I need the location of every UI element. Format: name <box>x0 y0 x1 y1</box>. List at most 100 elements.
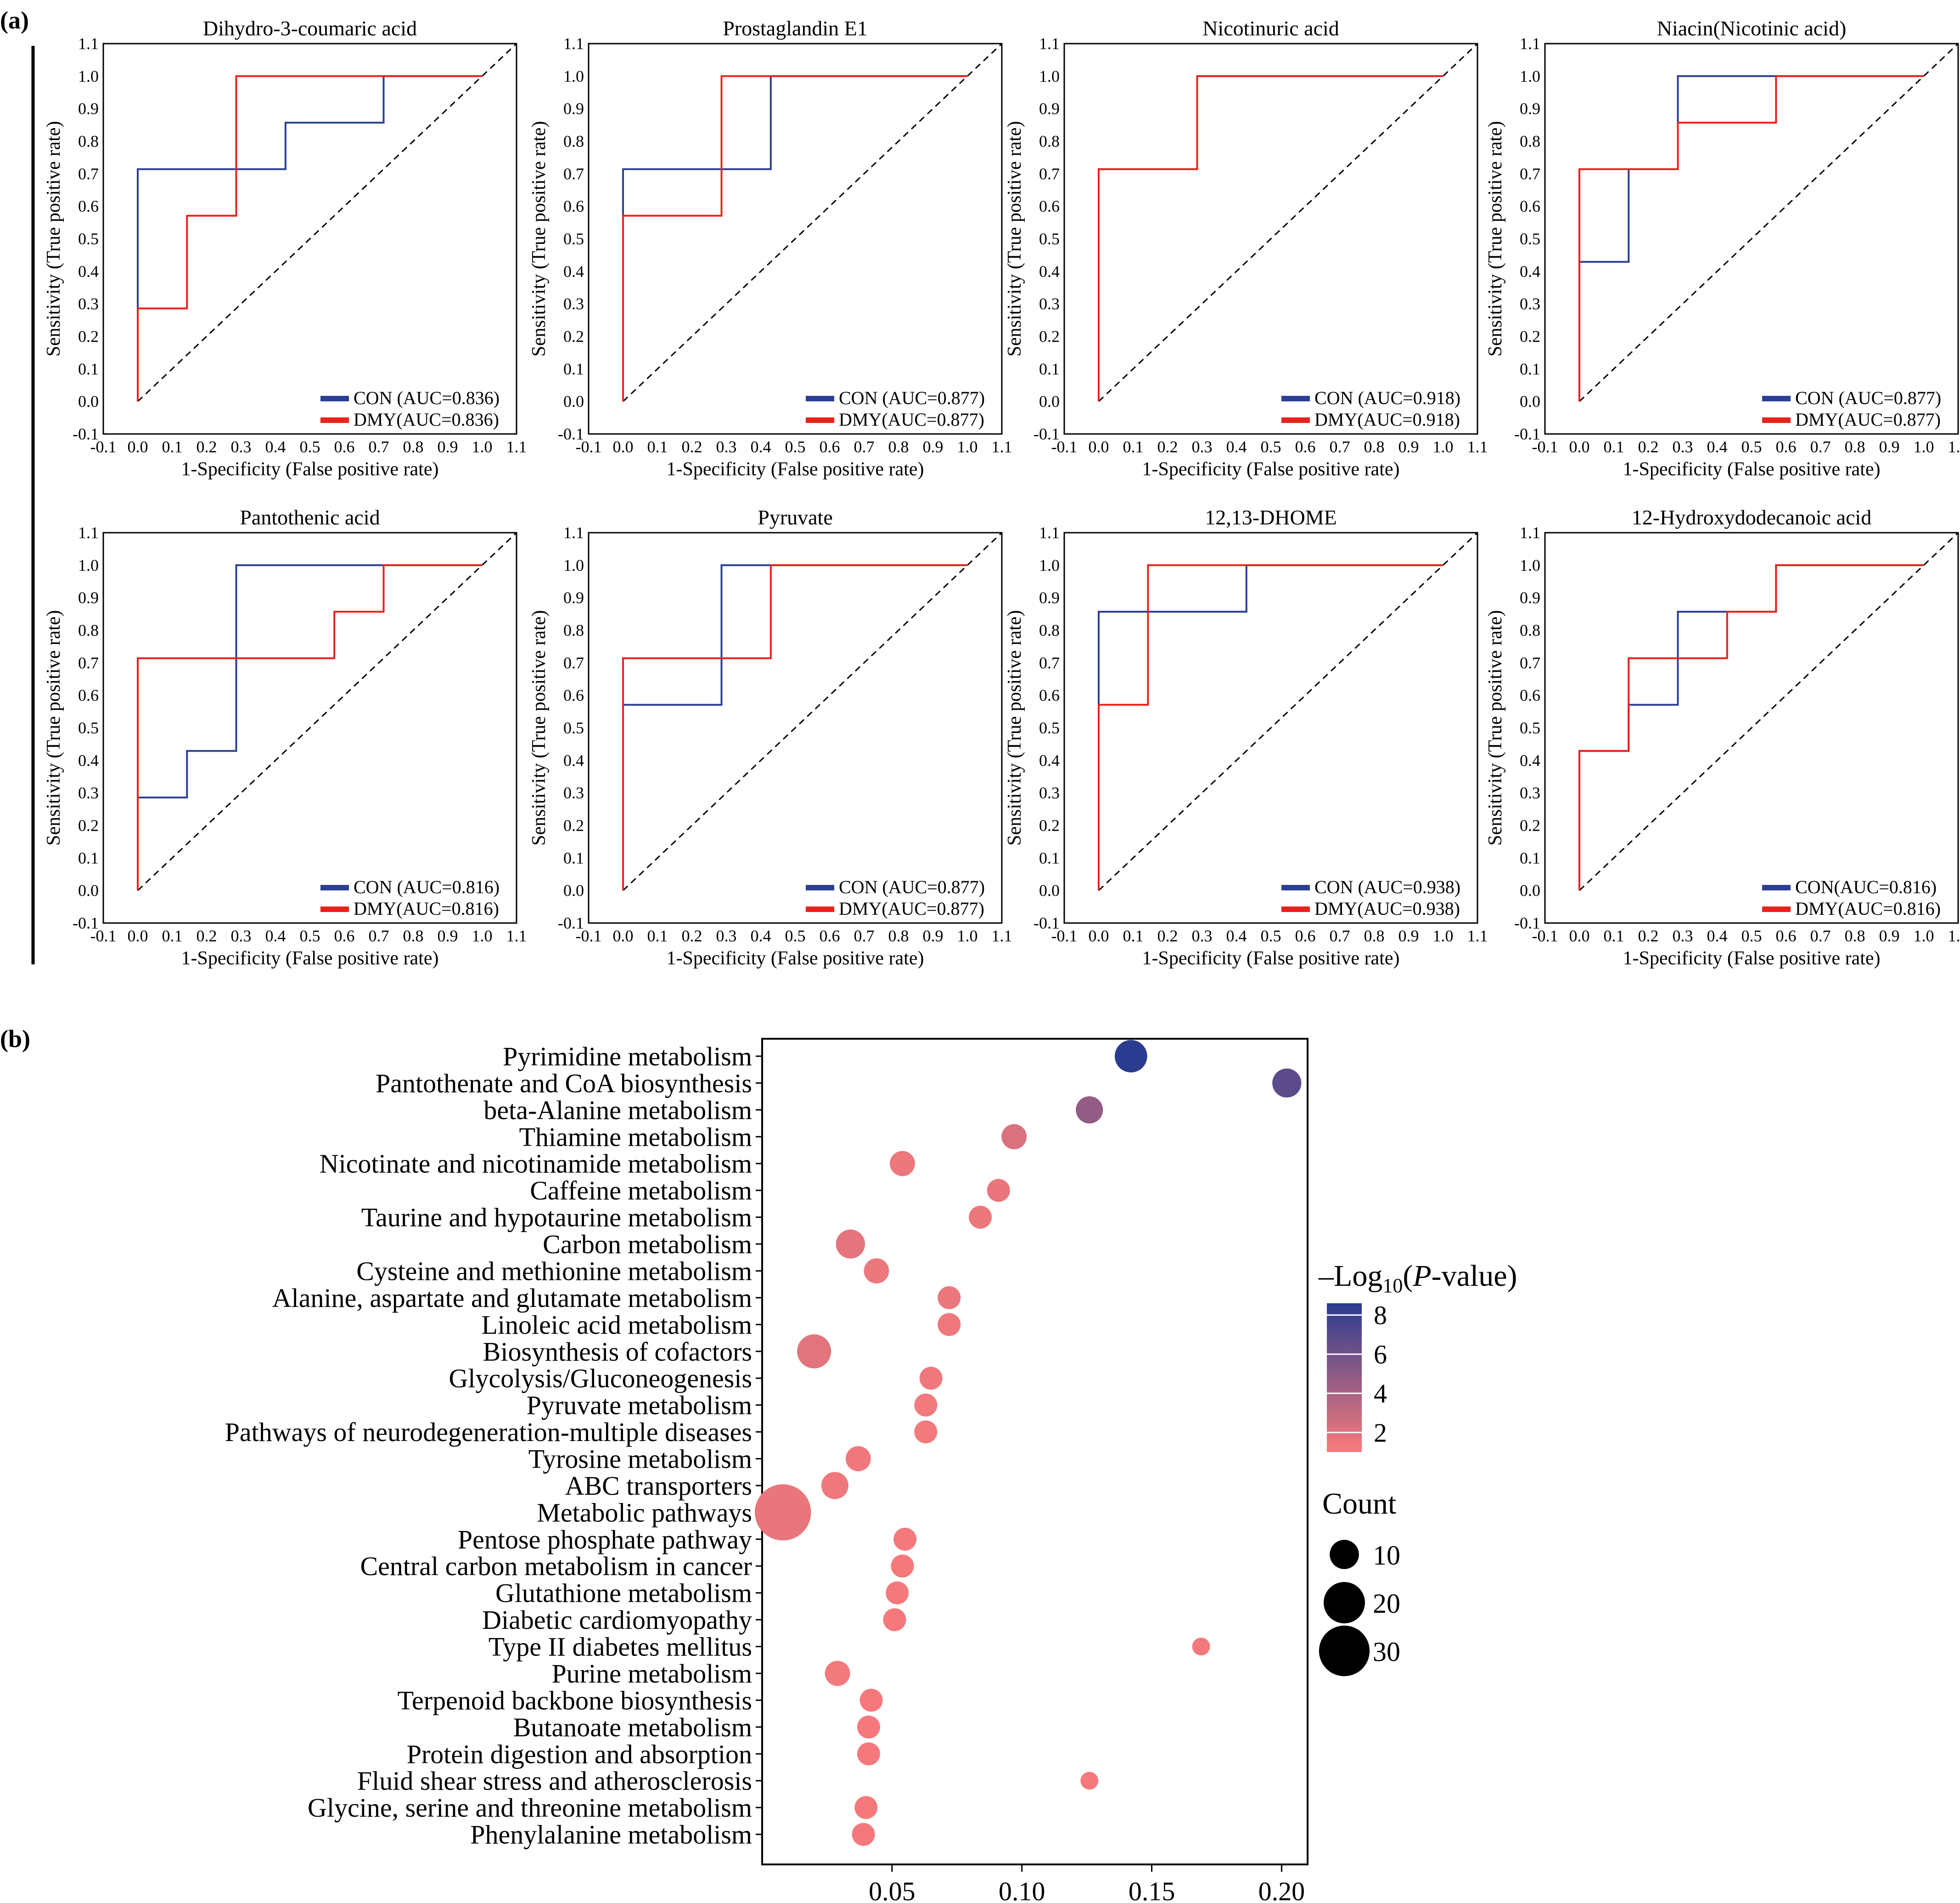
color-legend-tick-label: 8 <box>1374 1301 1387 1330</box>
pathway-dot <box>1272 1068 1302 1098</box>
roc-title: 12-Hydroxydodecanoic acid <box>1632 506 1871 529</box>
roc-diagonal <box>137 532 517 891</box>
roc-y-tick-label: 0.7 <box>563 653 584 672</box>
roc-y-tick-label: 0.3 <box>563 784 584 802</box>
roc-y-tick-label: 0.2 <box>1520 816 1540 835</box>
roc-x-tick-label: 0.1 <box>1123 438 1144 456</box>
roc-x-tick-label: -0.1 <box>1051 927 1078 945</box>
roc-dmy-curve <box>622 75 967 402</box>
roc-x-tick-label: -0.1 <box>576 438 602 456</box>
roc-dmy-curve <box>137 564 482 891</box>
roc-y-tick-label: 0.5 <box>78 719 99 737</box>
roc-x-tick-label: 0.1 <box>647 927 668 945</box>
roc-panel: Prostaglandin E1 -0.1-0.1 0.0 0.0 0.1 0.1 0.2 0… <box>528 17 1012 480</box>
roc-con-legend-label: CON (AUC=0.836) <box>354 388 500 408</box>
roc-y-tick-label: 0.1 <box>1039 849 1060 867</box>
roc-frame <box>1063 43 1478 435</box>
roc-y-tick-label: 0.0 <box>563 392 584 411</box>
roc-x-tick-label: 0.1 <box>162 927 183 945</box>
roc-y-axis-label: Sensitivity (True positive rate) <box>43 121 64 357</box>
pathway-label: Pathways of neurodegeneration-multiple d… <box>225 1417 752 1447</box>
pathway-dot <box>797 1334 831 1368</box>
roc-y-tick-label: 0.6 <box>1039 197 1060 215</box>
size-legend-label: 30 <box>1373 1637 1400 1667</box>
roc-y-tick-label: -0.1 <box>1514 914 1540 932</box>
roc-y-tick-label: 0.3 <box>1039 295 1060 313</box>
roc-x-tick-label: 0.6 <box>334 927 355 945</box>
roc-x-tick-label: 0.9 <box>438 927 458 945</box>
pathway-label: ABC transporters <box>565 1471 752 1501</box>
roc-con-legend-label: CON (AUC=0.877) <box>1795 388 1941 408</box>
roc-y-tick-label: 0.8 <box>1520 621 1540 640</box>
roc-title: Pantothenic acid <box>240 506 380 529</box>
roc-y-tick-label: 1.1 <box>1039 524 1060 542</box>
roc-y-axis-label: Sensitivity (True positive rate) <box>1004 121 1025 357</box>
roc-y-tick-label: 0.0 <box>1520 881 1540 900</box>
roc-y-tick-label: 0.9 <box>1039 589 1060 607</box>
roc-x-tick-label: 1.0 <box>472 438 493 456</box>
pathway-label: Central carbon metabolism in cancer <box>360 1551 752 1581</box>
pathway-label: Butanoate metabolism <box>513 1712 752 1742</box>
roc-title: Prostaglandin E1 <box>723 17 868 40</box>
pathway-label: Protein digestion and absorption <box>407 1739 752 1769</box>
pathway-label: Biosynthesis of cofactors <box>483 1337 752 1367</box>
roc-x-tick-label: 1.0 <box>1433 438 1454 456</box>
roc-dmy-curve <box>1098 564 1443 891</box>
roc-y-tick-label: 1.1 <box>78 34 99 53</box>
pathway-label: Linoleic acid metabolism <box>482 1310 753 1340</box>
pathway-dot <box>893 1527 917 1551</box>
roc-title: Pyruvate <box>758 506 833 529</box>
pathway-label: Fluid shear stress and atherosclerosis <box>357 1766 752 1796</box>
roc-frame <box>1544 532 1959 924</box>
pathway-dot <box>852 1823 875 1846</box>
roc-frame <box>102 43 517 435</box>
roc-x-tick-label: 0.3 <box>1192 438 1213 456</box>
roc-y-tick-label: 0.0 <box>1520 392 1540 411</box>
roc-frame <box>1063 532 1478 924</box>
roc-x-tick-label: 0.5 <box>1741 927 1762 945</box>
roc-diagonal <box>1098 43 1478 402</box>
pathway-label: Purine metabolism <box>551 1659 752 1689</box>
color-legend-tick-label: 6 <box>1374 1340 1387 1369</box>
roc-y-tick-label: 0.1 <box>1520 360 1540 378</box>
roc-y-tick-label: 0.7 <box>1039 653 1060 672</box>
roc-x-tick-label: 0.7 <box>854 927 875 945</box>
size-legend-label: 10 <box>1373 1540 1400 1571</box>
roc-title: 12,13-DHOME <box>1205 506 1337 529</box>
roc-x-tick-label: 0.0 <box>128 927 148 945</box>
roc-y-tick-label: 0.4 <box>1039 262 1060 281</box>
roc-x-tick-label: 0.3 <box>231 438 252 456</box>
roc-x-tick-label: 0.3 <box>716 438 737 456</box>
roc-y-tick-label: 0.3 <box>78 295 99 313</box>
roc-y-axis-label: Sensitivity (True positive rate) <box>1485 121 1506 357</box>
roc-y-tick-label: 0.5 <box>1520 719 1540 737</box>
roc-frame <box>588 43 1003 435</box>
roc-y-tick-label: 0.0 <box>563 881 584 900</box>
roc-dmy-curve <box>137 75 482 402</box>
roc-y-tick-label: 0.8 <box>1039 132 1060 151</box>
pathway-dot <box>825 1661 850 1686</box>
pathway-dot <box>914 1420 938 1444</box>
roc-y-tick-label: 1.0 <box>1520 556 1540 574</box>
roc-y-tick-label: 0.6 <box>1520 686 1540 704</box>
color-legend-title: –Log10(P-value) <box>1318 1259 1517 1297</box>
pathway-dot <box>891 1554 914 1578</box>
roc-x-tick-label: 0.7 <box>1810 927 1831 945</box>
pathway-dot <box>836 1229 865 1259</box>
roc-y-tick-label: 0.5 <box>563 719 584 737</box>
roc-y-tick-label: -0.1 <box>73 914 99 932</box>
roc-y-tick-label: 0.4 <box>563 262 584 281</box>
roc-x-tick-label: 0.1 <box>1604 438 1624 456</box>
pathway-label: Type II diabetes mellitus <box>489 1632 752 1662</box>
roc-x-tick-label: 0.8 <box>403 927 424 945</box>
roc-x-tick-label: 0.9 <box>1879 927 1900 945</box>
size-legend-dot <box>1324 1582 1365 1623</box>
roc-x-tick-label: 0.5 <box>785 927 806 945</box>
roc-y-tick-label: 0.1 <box>563 849 584 867</box>
roc-x-tick-label: 0.0 <box>1569 927 1590 945</box>
roc-y-tick-label: 0.2 <box>78 816 99 835</box>
roc-y-tick-label: 0.2 <box>1039 816 1060 835</box>
pathway-label: Nicotinate and nicotinamide metabolism <box>320 1149 752 1179</box>
roc-y-tick-label: 0.4 <box>1039 751 1060 770</box>
